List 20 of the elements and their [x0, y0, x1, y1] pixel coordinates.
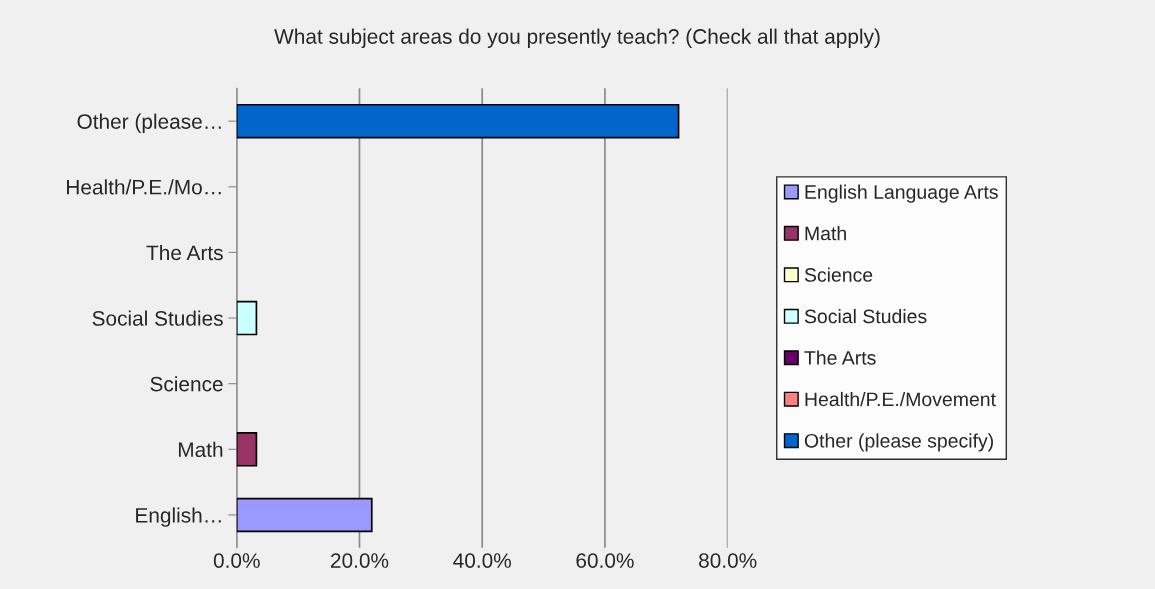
legend-label: Math	[805, 226, 846, 241]
y-tick-label: Other (please…	[77, 113, 221, 134]
y-tick-label: Science	[150, 376, 223, 392]
legend-label: Social Studies	[804, 309, 927, 324]
legend-label: Science	[804, 267, 873, 282]
y-tick-label: English…	[136, 507, 221, 527]
y-tick-label: Social Studies	[92, 310, 223, 326]
x-tick-label: 80.0%	[699, 553, 757, 568]
y-tick-label: Health/P.E./Mo…	[67, 179, 221, 195]
legend-label: The Arts	[804, 350, 876, 365]
y-tick-label: The Arts	[146, 244, 223, 261]
legend-label: English Language Arts	[805, 184, 998, 203]
x-tick-label: 60.0%	[576, 553, 634, 568]
legend-label: Other (please specify)	[804, 433, 993, 452]
legend-label: Health/P.E./Movement	[805, 391, 996, 407]
x-tick-label: 40.0%	[453, 553, 512, 568]
x-tick-label: 20.0%	[331, 553, 389, 568]
x-tick-label: 0.0%	[213, 553, 260, 568]
y-tick-label: Math	[178, 441, 223, 458]
chart-title: What subject areas do you presently teach? (Check all that apply)	[274, 28, 880, 48]
